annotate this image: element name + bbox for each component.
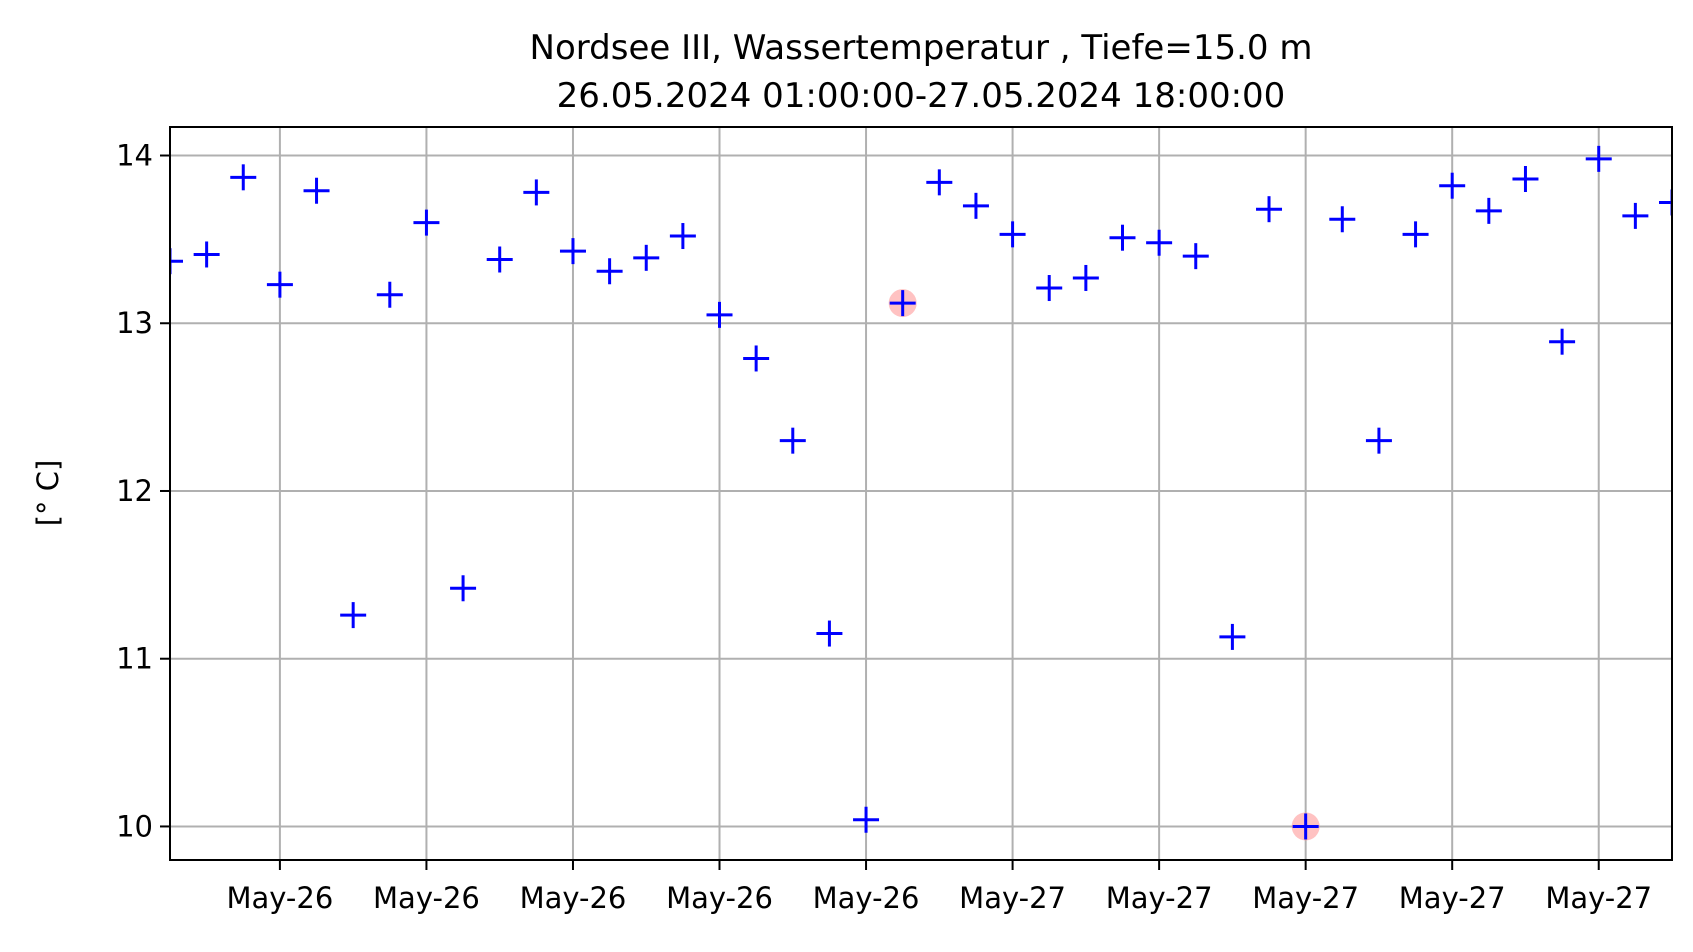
grid bbox=[170, 127, 1672, 860]
data-point bbox=[1512, 165, 1539, 192]
data-point bbox=[1585, 145, 1612, 172]
data-point bbox=[450, 575, 477, 602]
data-point bbox=[486, 246, 513, 273]
data-point bbox=[170, 248, 183, 275]
data-point bbox=[1659, 189, 1672, 216]
data-point bbox=[1475, 197, 1502, 224]
data-point bbox=[889, 290, 916, 317]
y-axis-label: [° C] bbox=[31, 460, 65, 527]
data-point bbox=[633, 244, 660, 271]
x-tick-label: May-26 bbox=[373, 881, 480, 915]
data-point bbox=[1219, 623, 1246, 650]
x-axis: May-26 May-26 May-26 May-26 May-26 May-27 May-… bbox=[226, 860, 1652, 915]
y-tick-label: 12 bbox=[116, 474, 153, 508]
y-tick-label: 13 bbox=[116, 306, 153, 340]
data-point bbox=[413, 209, 440, 236]
data-point bbox=[1146, 229, 1173, 256]
data-point bbox=[266, 271, 293, 298]
data-point bbox=[1182, 243, 1209, 270]
data-point bbox=[340, 602, 367, 629]
data-points bbox=[170, 145, 1672, 841]
chart-title: Nordsee III, Wassertemperatur , Tiefe=15… bbox=[530, 28, 1313, 68]
data-point bbox=[1256, 196, 1283, 223]
x-tick-label: May-26 bbox=[813, 881, 920, 915]
data-point bbox=[559, 238, 586, 265]
data-point bbox=[376, 281, 403, 308]
x-tick-label: May-27 bbox=[1106, 881, 1213, 915]
data-point bbox=[926, 169, 953, 196]
x-tick-label: May-27 bbox=[1399, 881, 1506, 915]
x-tick-label: May-26 bbox=[520, 881, 627, 915]
data-point bbox=[193, 241, 220, 268]
data-point bbox=[779, 427, 806, 454]
data-point bbox=[1109, 224, 1136, 251]
data-point bbox=[669, 223, 696, 250]
data-point bbox=[999, 221, 1026, 248]
plot-frame bbox=[169, 126, 1673, 861]
x-tick-label: May-27 bbox=[959, 881, 1066, 915]
data-point bbox=[816, 620, 843, 647]
data-point bbox=[706, 301, 733, 328]
data-point bbox=[230, 164, 257, 191]
y-tick-label: 11 bbox=[116, 642, 153, 676]
data-point bbox=[1439, 172, 1466, 199]
data-point bbox=[596, 258, 623, 285]
x-tick-label: May-27 bbox=[1545, 881, 1652, 915]
y-axis: 10 11 12 13 14 bbox=[116, 139, 170, 843]
x-tick-label: May-26 bbox=[666, 881, 773, 915]
y-tick-label: 10 bbox=[116, 809, 153, 843]
data-point bbox=[1072, 264, 1099, 291]
data-point bbox=[523, 179, 550, 206]
data-point bbox=[1402, 221, 1429, 248]
x-tick-label: May-26 bbox=[226, 881, 333, 915]
data-point bbox=[1622, 202, 1649, 229]
data-point bbox=[743, 345, 770, 372]
data-point bbox=[853, 806, 880, 833]
chart-subtitle: 26.05.2024 01:00:00-27.05.2024 18:00:00 bbox=[557, 76, 1286, 116]
x-tick-label: May-27 bbox=[1252, 881, 1359, 915]
y-tick-label: 14 bbox=[116, 139, 153, 173]
data-point bbox=[303, 177, 330, 204]
data-point bbox=[1549, 328, 1576, 355]
data-point bbox=[1292, 813, 1319, 840]
data-point bbox=[1036, 275, 1063, 302]
data-point bbox=[1365, 427, 1392, 454]
data-point bbox=[962, 192, 989, 219]
data-point bbox=[1329, 206, 1356, 233]
